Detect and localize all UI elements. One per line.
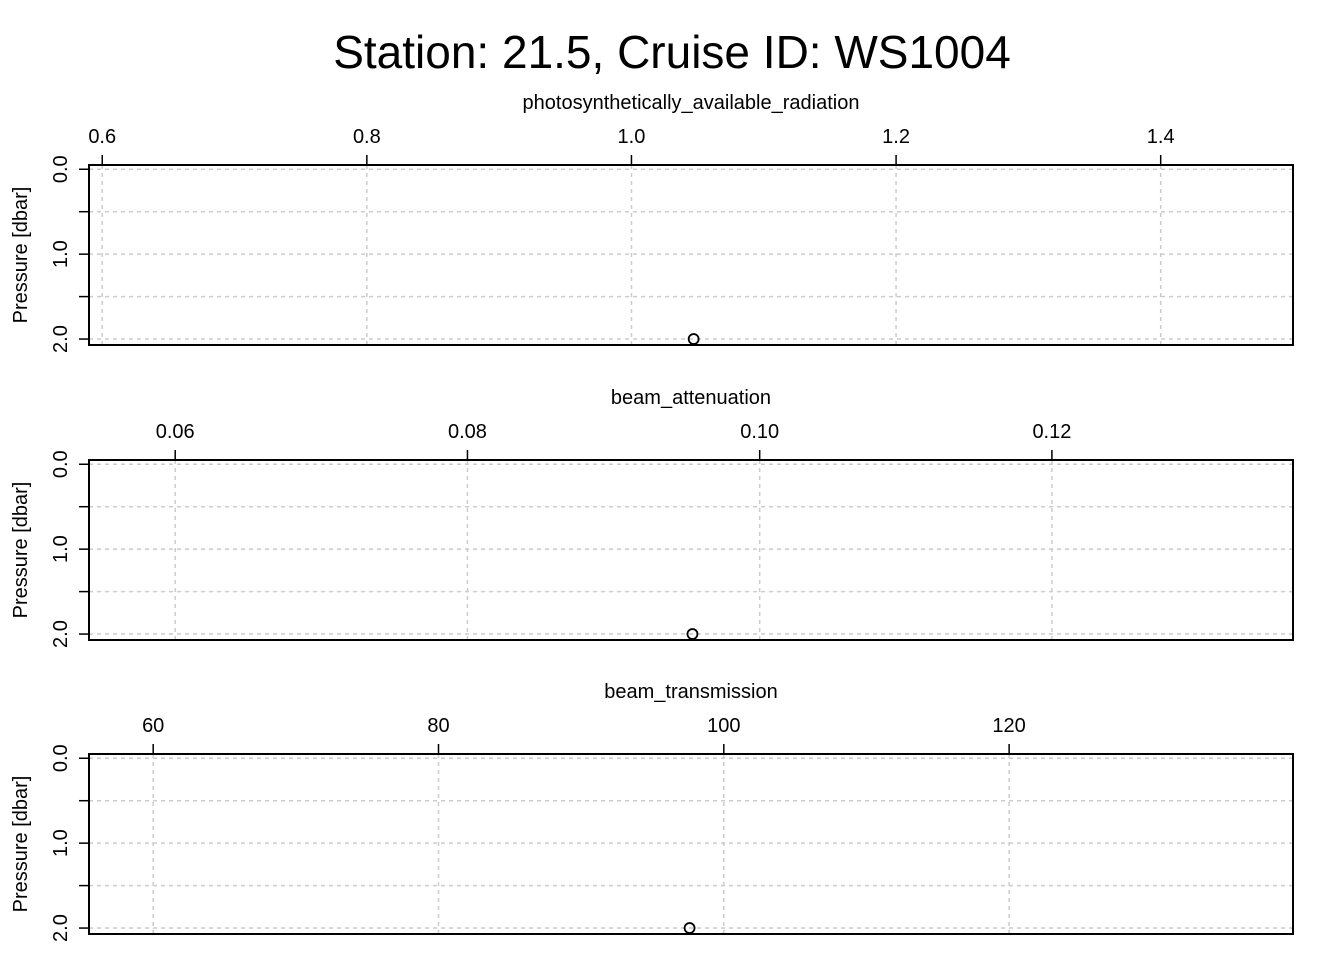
x-tick-label: 1.2: [882, 126, 910, 148]
data-point: [686, 628, 699, 640]
y-axis-label: Pressure [dbar]: [10, 482, 32, 619]
x-tick-label: 0.08: [448, 421, 487, 443]
x-tick-label: 60: [142, 715, 164, 737]
y-tick-label: 0.0: [50, 450, 72, 478]
y-tick-label: 1.0: [50, 240, 72, 268]
y-tick-label: 2.0: [50, 325, 72, 353]
y-tick-label: 1.0: [50, 829, 72, 857]
x-tick-label: 0.06: [156, 421, 195, 443]
panel-2: 0.06 0.08 0.10 0.12 0.0 1.0 2.0 beam_attenuatio…: [10, 387, 1294, 648]
x-tick-label: 0.6: [88, 126, 116, 148]
x-tick-label: 0.10: [740, 421, 779, 443]
x-axis-label: beam_attenuation: [611, 387, 771, 409]
chart-panels: 0.6 0.8 1.0 1.2 1.4 0.0 1.0 2.0 photosynthetical…: [10, 92, 1294, 942]
data-point: [683, 922, 696, 934]
x-tick-label: 1.0: [618, 126, 646, 148]
x-tick-label: 0.8: [353, 126, 381, 148]
y-tick-label: 0.0: [50, 155, 72, 183]
x-tick-label: 120: [992, 715, 1025, 737]
chart-title: Station: 21.5, Cruise ID: WS1004: [333, 26, 1011, 78]
x-axis-label: photosynthetically_available_radiation: [523, 92, 860, 114]
panel-1: 0.6 0.8 1.0 1.2 1.4 0.0 1.0 2.0 photosynthetical…: [10, 92, 1294, 353]
panel-3: 60 80 100 120 0.0 1.0 2.0 beam_transmission Pres…: [10, 681, 1294, 942]
x-axis-label: beam_transmission: [604, 681, 777, 703]
x-tick-label: 1.4: [1147, 126, 1175, 148]
x-tick-label: 100: [707, 715, 740, 737]
y-axis-label: Pressure [dbar]: [10, 187, 32, 324]
data-point: [687, 333, 700, 345]
y-tick-label: 0.0: [50, 744, 72, 772]
y-tick-label: 2.0: [50, 620, 72, 648]
plot-frame: [88, 753, 1294, 935]
y-tick-label: 1.0: [50, 535, 72, 563]
x-tick-label: 0.12: [1032, 421, 1071, 443]
plot-frame: [88, 459, 1294, 641]
y-tick-label: 2.0: [50, 914, 72, 942]
plot-frame: [88, 164, 1294, 346]
y-axis-label: Pressure [dbar]: [10, 776, 32, 913]
x-tick-label: 80: [427, 715, 449, 737]
